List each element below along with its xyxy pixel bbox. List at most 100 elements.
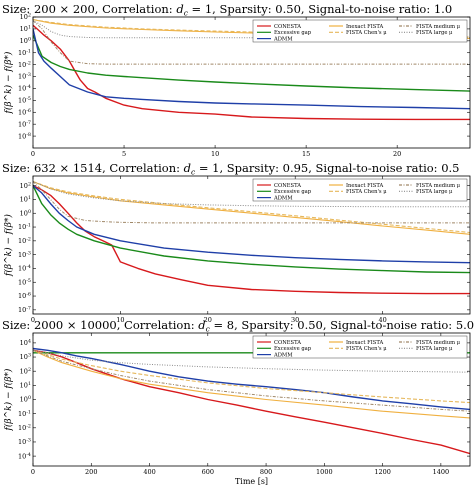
y-tick-label-base: 10	[18, 120, 26, 128]
x-tick-label: 10	[211, 150, 219, 158]
legend-label: CONESTA	[274, 183, 301, 189]
y-tick-label-base: 10	[18, 438, 26, 446]
legend-label: Excessive gap	[274, 189, 312, 195]
y-tick-label-exp: -4	[26, 452, 31, 458]
y-tick-label: 104	[20, 339, 31, 348]
y-tick-label: 102	[20, 13, 31, 22]
y-tick-label-exp: -3	[26, 72, 31, 78]
series-group	[33, 19, 470, 121]
y-tick-label-base: 10	[20, 353, 28, 361]
x-tick-label: 30	[291, 316, 299, 324]
x-tick-label: 1200	[374, 468, 391, 476]
y-tick-label-exp: -7	[26, 120, 31, 126]
series-line-fista-large	[33, 349, 470, 373]
y-tick-label-base: 10	[20, 196, 28, 204]
plot-frame	[32, 175, 471, 315]
y-tick-label-exp: -2	[26, 60, 31, 66]
y-tick-label: 10-4	[18, 452, 31, 461]
y-tick-label: 102	[20, 181, 31, 190]
y-tick-label-base: 10	[18, 132, 26, 140]
y-tick-label-base: 10	[18, 452, 26, 460]
y-tick-label: 10-5	[18, 96, 31, 105]
y-tick-label: 102	[20, 367, 31, 376]
y-tick-label-base: 10	[18, 49, 26, 57]
y-tick-label-base: 10	[18, 108, 26, 116]
series-line-excessive-gap	[33, 34, 470, 92]
y-axis-label: f(β^k) − f(β*)	[3, 214, 14, 277]
y-tick-label-exp: 2	[28, 367, 31, 373]
legend-box	[252, 335, 468, 359]
y-tick-label-base: 10	[18, 410, 26, 418]
title-dc-symbol: d	[198, 318, 205, 332]
chart-panel-2: Size: 632 × 1514, Correlation: dc = 1, S…	[2, 161, 471, 324]
y-tick-label-exp: 3	[28, 353, 31, 359]
y-tick-label: 101	[20, 381, 31, 390]
y-tick-label: 10-8	[18, 132, 31, 141]
y-tick-label-exp: -4	[26, 84, 31, 90]
y-tick-label: 10-3	[18, 72, 31, 81]
y-tick-label-base: 10	[20, 367, 28, 375]
y-tick-label-base: 10	[20, 382, 28, 390]
legend-label: Inexact FISTA	[346, 24, 383, 30]
y-tick-label-exp: -2	[26, 237, 31, 243]
series-line-conesta	[33, 349, 470, 455]
legend-box	[252, 19, 468, 43]
x-tick-label: 200	[85, 468, 97, 476]
y-tick-label-base: 10	[18, 278, 26, 286]
title-dc-subscript: c	[206, 325, 211, 334]
x-tick-label: 15	[302, 150, 310, 158]
legend-label: Inexact FISTA	[346, 340, 383, 346]
y-tick-label: 10-3	[18, 438, 31, 447]
series-line-fista-chen	[33, 349, 470, 404]
y-tick-label: 10-3	[18, 250, 31, 259]
y-tick-label-exp: 4	[28, 339, 31, 345]
legend-label: FISTA large μ	[416, 30, 453, 36]
y-tick-label-base: 10	[18, 97, 26, 105]
x-tick-label: 600	[202, 468, 214, 476]
y-tick-label: 10-2	[18, 237, 31, 246]
y-tick-label: 103	[20, 353, 31, 362]
y-tick-label-base: 10	[18, 251, 26, 259]
legend-label: FISTA large μ	[416, 189, 453, 195]
legend-label: FISTA Chen's μ	[346, 189, 387, 195]
x-tick-label: 0	[31, 316, 35, 324]
y-tick-label-exp: 1	[28, 195, 31, 201]
x-tick-label: 1400	[433, 468, 450, 476]
y-tick-label: 10-2	[18, 60, 31, 69]
legend-label: Inexact FISTA	[346, 183, 383, 189]
series-group	[33, 347, 470, 455]
y-tick-label: 101	[20, 25, 31, 34]
plot-frame	[32, 16, 471, 149]
y-tick-label-exp: -3	[26, 250, 31, 256]
y-tick-label-base: 10	[20, 396, 28, 404]
y-tick-label-base: 10	[18, 237, 26, 245]
x-tick-label: 0	[31, 150, 35, 158]
legend-label: FISTA Chen's μ	[346, 30, 387, 36]
y-tick-label-exp: 1	[28, 25, 31, 31]
series-line-admm	[33, 185, 470, 264]
x-tick-label: 20	[393, 150, 401, 158]
x-tick-label: 0	[31, 468, 35, 476]
y-tick-label-exp: -4	[26, 264, 31, 270]
y-tick-label-exp: -7	[26, 306, 31, 312]
y-tick-label-base: 10	[20, 13, 28, 21]
series-line-inexact-fista	[33, 349, 470, 419]
legend-label: ADMM	[273, 36, 293, 42]
title-dc-symbol: d	[184, 161, 191, 175]
y-axis-label: f(β^k) − f(β*)	[3, 368, 14, 431]
y-tick-label-exp: 0	[28, 395, 31, 401]
series-group	[33, 180, 470, 295]
series-line-admm	[33, 347, 470, 411]
y-tick-label-base: 10	[18, 292, 26, 300]
title-size-text: Size: 2000 × 10000, Correlation:	[2, 318, 198, 332]
y-tick-label: 10-2	[18, 424, 31, 433]
title-rest-text: = 1, Sparsity: 0.95, Signal-to-noise rat…	[195, 161, 459, 175]
series-line-excessive-gap	[33, 185, 470, 274]
legend-label: FISTA medium μ	[416, 183, 461, 189]
y-tick-label: 10-1	[18, 223, 31, 232]
title-dc-subscript: c	[191, 168, 196, 177]
y-tick-label-exp: -1	[26, 223, 31, 229]
x-tick-label: 400	[143, 468, 155, 476]
